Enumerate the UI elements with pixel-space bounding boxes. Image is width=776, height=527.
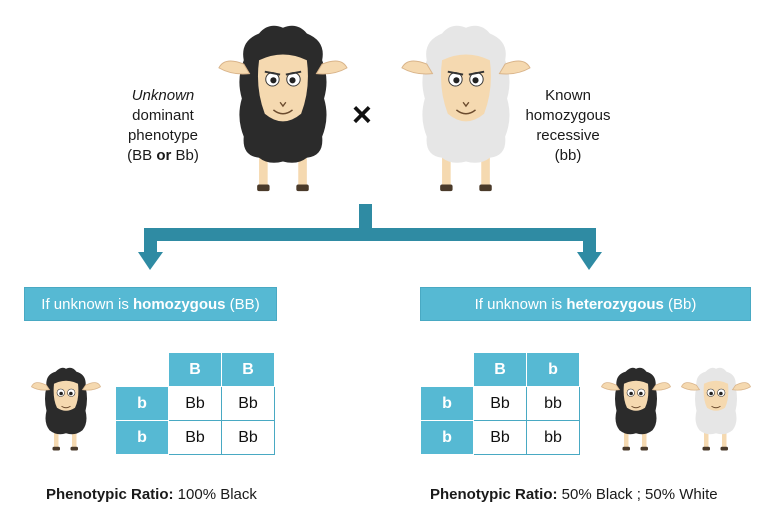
genotype-options: (BB or Bb) — [127, 147, 199, 164]
genotype-cell: Bb — [221, 386, 275, 421]
genotype-cell: Bb — [473, 386, 527, 421]
phenotype-word: phenotype — [127, 127, 199, 144]
homozygous-word: homozygous — [525, 107, 611, 124]
genotype-cell: Bb — [473, 420, 527, 455]
genotype-cell: Bb — [168, 420, 222, 455]
punnett-square-heterozygous: B b b Bb bb b Bb bb — [420, 352, 580, 455]
unknown-word: Unknown — [131, 87, 195, 104]
homozygous-case-banner: If unknown is homozygous (BB) — [24, 287, 277, 321]
dominant-word: dominant — [132, 107, 194, 124]
allele-header: b — [420, 386, 474, 421]
genotype-cell: Bb — [221, 420, 275, 455]
black-sheep-offspring-left — [31, 367, 101, 451]
cross-symbol: × — [352, 96, 372, 134]
genotype-cell: bb — [526, 386, 580, 421]
allele-header: b — [115, 420, 169, 455]
genotype-cell: bb — [526, 420, 580, 455]
allele-header: B — [473, 352, 527, 387]
allele-header: b — [526, 352, 580, 387]
arrow-head-right — [577, 252, 602, 270]
phenotypic-ratio-right: Phenotypic Ratio: 50% Black ; 50% White — [430, 486, 718, 503]
white-sheep-offspring-right — [681, 367, 751, 451]
recessive-genotype: (bb) — [554, 147, 582, 164]
known-parent-label: Known homozygous recessive (bb) — [508, 86, 628, 166]
unknown-parent-label: Unknown dominant phenotype (BB or Bb) — [108, 86, 218, 166]
arrow-head-left — [138, 252, 163, 270]
allele-header: b — [420, 420, 474, 455]
punnett-square-homozygous: B B b Bb Bb b Bb Bb — [115, 352, 275, 455]
genotype-cell: Bb — [168, 386, 222, 421]
allele-header: B — [168, 352, 222, 387]
phenotypic-ratio-left: Phenotypic Ratio: 100% Black — [46, 486, 257, 503]
recessive-word: recessive — [536, 127, 600, 144]
allele-header: B — [221, 352, 275, 387]
known-word: Known — [545, 87, 591, 104]
allele-header: b — [115, 386, 169, 421]
heterozygous-case-banner: If unknown is heterozygous (Bb) — [420, 287, 751, 321]
black-sheep-offspring-right — [601, 367, 671, 451]
